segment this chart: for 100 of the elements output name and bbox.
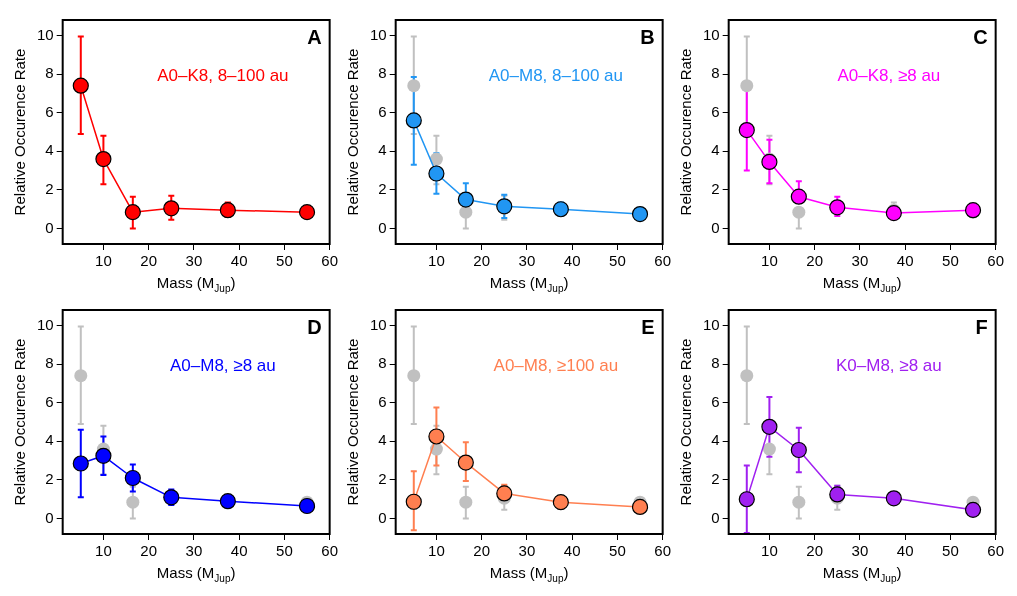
point <box>740 369 754 383</box>
y-tick-label: 0 <box>378 508 387 526</box>
y-axis-title: Relative Occurence Rate <box>11 48 29 216</box>
point <box>428 428 445 445</box>
x-tick-label: 10 <box>95 252 112 270</box>
y-axis-title: Relative Occurence Rate <box>11 338 29 506</box>
point <box>552 494 569 511</box>
point <box>457 191 474 208</box>
x-tick-label: 20 <box>473 252 490 270</box>
x-tick-label: 40 <box>896 252 914 270</box>
point <box>163 489 180 506</box>
point <box>407 79 421 93</box>
y-tick-label: 0 <box>711 218 720 236</box>
y-tick-label: 2 <box>711 470 720 488</box>
y-axis-title: Relative Occurence Rate <box>677 338 695 506</box>
x-tick-label: 30 <box>851 542 869 560</box>
x-tick-label: 50 <box>609 252 626 270</box>
y-tick-label: 0 <box>711 508 720 526</box>
point <box>428 165 445 182</box>
x-tick-label: 10 <box>428 542 445 560</box>
x-tick-label: 50 <box>276 542 293 560</box>
x-tick-label: 60 <box>987 252 1004 270</box>
x-tick-label: 60 <box>321 542 338 560</box>
text: A0–K8, 8–100 au <box>157 65 289 85</box>
y-axis-title: Relative Occurence Rate <box>344 48 362 216</box>
y-tick-label: 6 <box>45 102 54 120</box>
point <box>405 493 422 510</box>
point <box>163 200 180 217</box>
y-tick-label: 4 <box>45 431 54 449</box>
x-tick-label: 20 <box>806 542 823 560</box>
x-tick-label: 50 <box>609 542 626 560</box>
x-tick-label: 30 <box>851 252 869 270</box>
y-tick-label: 8 <box>45 64 54 82</box>
x-tick-label: 40 <box>230 252 248 270</box>
x-tick-label: 30 <box>518 252 536 270</box>
point <box>124 469 141 487</box>
y-axis-title: Relative Occurence Rate <box>344 338 362 506</box>
y-tick-label: 4 <box>711 141 720 159</box>
y-tick-label: 4 <box>378 141 387 159</box>
point <box>124 204 141 221</box>
x-tick-label: 10 <box>761 252 778 270</box>
y-tick-label: 6 <box>45 392 54 410</box>
point <box>459 205 473 219</box>
y-tick-label: 8 <box>378 64 387 82</box>
y-tick-label: 0 <box>45 218 54 236</box>
y-tick-label: 10 <box>370 315 387 333</box>
point <box>885 490 902 507</box>
text: A0–M8, ≥8 au <box>170 355 276 375</box>
y-tick-label: 6 <box>378 102 387 120</box>
x-tick-label: 20 <box>806 252 823 270</box>
x-tick-label: 50 <box>942 542 959 560</box>
x-tick-label: 60 <box>321 252 338 270</box>
x-tick-label: 20 <box>140 542 157 560</box>
point <box>790 188 807 205</box>
annotation: C <box>973 25 988 48</box>
y-tick-label: 2 <box>378 180 387 198</box>
x-tick-label: 50 <box>276 252 293 270</box>
y-tick-label: 10 <box>703 315 720 333</box>
point <box>95 447 112 464</box>
point <box>95 150 112 168</box>
point <box>429 152 443 166</box>
point <box>792 495 806 509</box>
x-tick-label: 60 <box>987 542 1004 560</box>
y-tick-label: 6 <box>711 102 720 120</box>
y-tick-label: 2 <box>378 470 387 488</box>
point <box>298 497 316 515</box>
point <box>496 485 513 502</box>
annotation: F <box>975 315 988 338</box>
point <box>829 199 846 216</box>
x-tick-label: 60 <box>654 542 671 560</box>
y-tick-label: 6 <box>378 392 387 410</box>
point <box>740 79 754 93</box>
x-tick-label: 20 <box>140 252 157 270</box>
annotation: B <box>640 25 655 48</box>
point <box>457 454 474 471</box>
y-tick-label: 10 <box>703 25 720 43</box>
annotation: D <box>307 315 322 338</box>
point <box>219 493 236 510</box>
x-tick-label: 40 <box>563 252 581 270</box>
point <box>738 121 755 139</box>
point <box>298 204 316 221</box>
x-tick-label: 30 <box>185 542 203 560</box>
x-tick-label: 30 <box>185 252 203 270</box>
x-tick-label: 10 <box>95 542 112 560</box>
point <box>790 441 807 459</box>
point <box>407 369 421 383</box>
y-tick-label: 0 <box>45 508 54 526</box>
x-tick-label: 20 <box>473 542 490 560</box>
text: A0–M8, 8–100 au <box>488 65 623 85</box>
x-tick-label: 40 <box>230 542 248 560</box>
y-tick-label: 10 <box>370 25 387 43</box>
text: A0–M8, ≥100 au <box>493 355 619 375</box>
x-tick-label: 10 <box>761 542 778 560</box>
point <box>885 205 902 222</box>
point <box>126 495 140 509</box>
point <box>829 486 846 503</box>
point <box>762 442 776 456</box>
y-tick-label: 2 <box>711 180 720 198</box>
text: K0–M8, ≥8 au <box>836 355 942 375</box>
point <box>792 205 806 219</box>
